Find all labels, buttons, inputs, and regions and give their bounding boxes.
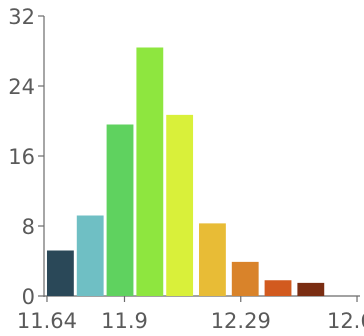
bars <box>46 47 325 296</box>
y-tick-label: 0 <box>22 285 35 309</box>
x-tick-label: 12.68 <box>327 309 364 333</box>
histogram-bar <box>199 223 226 296</box>
x-tick-label: 11.9 <box>101 309 148 333</box>
histogram-bar <box>231 261 259 296</box>
y-tick-label: 16 <box>8 145 35 169</box>
x-tick-label: 12.29 <box>211 309 271 333</box>
y-axis: 0 8 16 24 32 <box>8 5 45 309</box>
y-tick-label: 32 <box>8 5 35 29</box>
histogram-bar <box>297 282 325 296</box>
histogram-bar <box>46 250 74 296</box>
y-tick-label: 8 <box>22 215 35 239</box>
x-axis: 11.64 11.9 12.29 12.68 <box>17 295 364 333</box>
histogram-bar <box>264 280 292 296</box>
histogram-bar <box>106 124 134 296</box>
y-tick-label: 24 <box>8 75 35 99</box>
histogram-bar <box>166 114 194 296</box>
histogram-bar <box>136 47 164 296</box>
x-tick-label: 11.64 <box>17 309 77 333</box>
histogram-bar <box>76 215 104 296</box>
